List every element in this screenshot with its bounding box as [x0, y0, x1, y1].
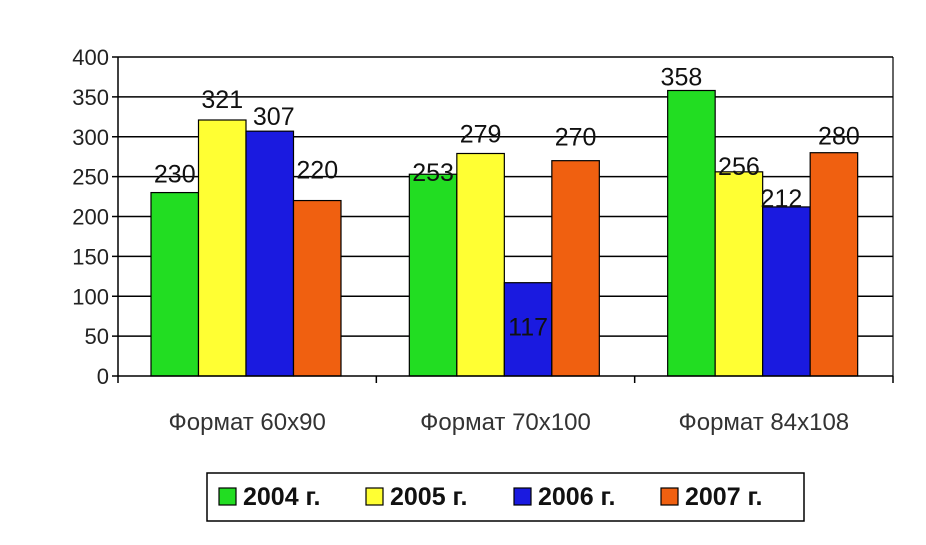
legend-label: 2007 г. [685, 483, 762, 511]
data-label: 212 [761, 185, 803, 213]
bar [197, 119, 247, 377]
bar [714, 171, 764, 377]
legend-label: 2006 г. [538, 483, 615, 511]
bar [292, 199, 342, 377]
legend-box [206, 472, 805, 522]
bar [551, 160, 600, 377]
y-tick-label: 150 [72, 244, 109, 269]
y-tick-label: 300 [72, 125, 109, 150]
bar [245, 130, 295, 377]
data-label: 270 [555, 124, 597, 152]
category-label: Формат 70x100 [420, 409, 591, 436]
y-tick-label: 100 [72, 284, 109, 309]
bars [150, 89, 859, 377]
bar [762, 206, 811, 377]
data-label: 358 [661, 63, 703, 91]
data-label: 279 [460, 120, 502, 148]
category-label: Формат 60x90 [169, 409, 326, 436]
y-tick-labels: 0 50 100 150 200 250 300 350 400 [72, 45, 109, 389]
bar [408, 173, 458, 377]
y-tick-label: 400 [72, 45, 109, 70]
bar [667, 89, 716, 377]
bar [150, 191, 200, 377]
y-tick-label: 50 [85, 324, 109, 349]
legend-label: 2005 г. [390, 483, 467, 511]
category-label: Формат 84x108 [678, 409, 849, 436]
data-label: 220 [296, 157, 338, 185]
data-label: 230 [154, 161, 196, 189]
category-labels: Формат 60x90 Формат 70x100 Формат 84x108 [169, 409, 850, 436]
bar [456, 152, 505, 377]
y-tick-label: 200 [72, 205, 109, 230]
data-label: 253 [412, 159, 454, 187]
data-label: 280 [818, 123, 860, 151]
y-tick-label: 250 [72, 165, 109, 190]
data-label: 256 [718, 153, 760, 181]
bar [503, 282, 553, 377]
data-label: 321 [201, 86, 243, 114]
data-label: 117 [508, 314, 548, 342]
legend-swatch [365, 487, 384, 506]
axes [112, 56, 894, 383]
bar [809, 152, 859, 377]
data-label: 307 [253, 103, 295, 131]
y-tick-label: 0 [97, 364, 109, 389]
legend: 2004 г. 2005 г. 2006 г. 2007 г. [206, 472, 805, 522]
legend-label: 2004 г. [243, 483, 320, 511]
legend-swatch [513, 487, 532, 506]
legend-swatch [660, 487, 679, 506]
legend-swatch [218, 487, 237, 506]
y-tick-label: 350 [72, 85, 109, 110]
